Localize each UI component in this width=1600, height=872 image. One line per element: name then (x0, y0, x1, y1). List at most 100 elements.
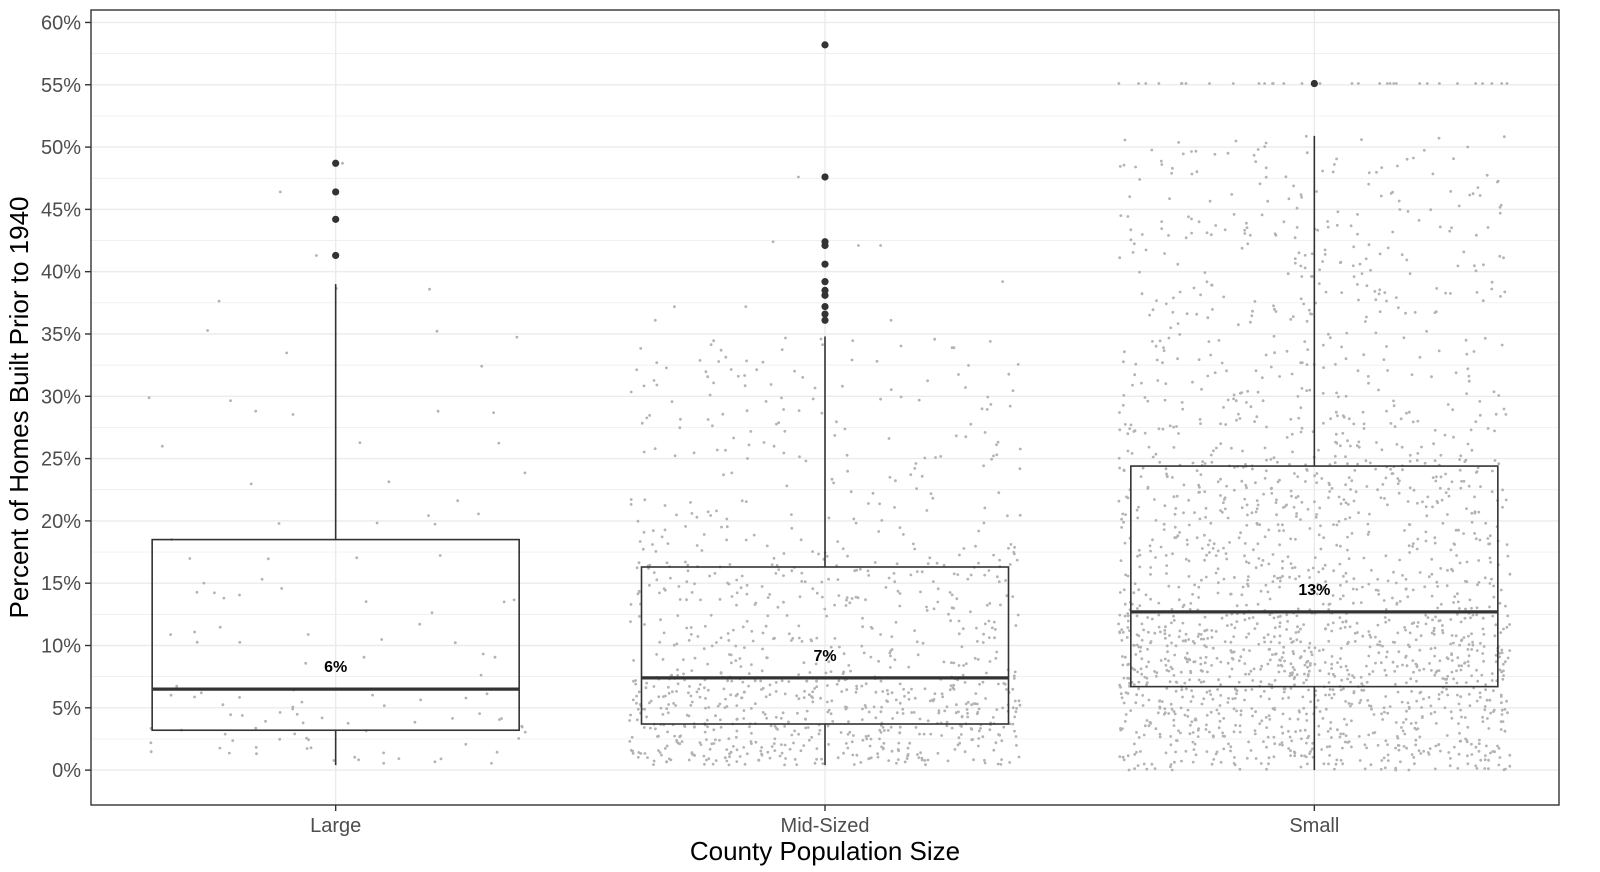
jitter-point (1499, 728, 1503, 731)
jitter-point (1485, 698, 1489, 702)
jitter-point (1208, 199, 1212, 203)
jitter-point (676, 668, 679, 672)
jitter-point (1293, 751, 1297, 755)
jitter-point (362, 655, 366, 659)
jitter-point (433, 760, 437, 764)
jitter-point (1344, 517, 1347, 521)
jitter-point (1244, 463, 1247, 466)
jitter-point (1362, 556, 1366, 560)
jitter-point (936, 587, 940, 591)
jitter-point (760, 753, 764, 757)
jitter-point (1219, 422, 1222, 426)
jitter-point (1297, 709, 1301, 712)
jitter-point (1138, 178, 1142, 181)
box-iqr (151, 538, 520, 732)
jitter-point (1504, 498, 1508, 502)
jitter-point (912, 542, 915, 546)
jitter-point (780, 751, 784, 755)
jitter-point (645, 416, 649, 420)
jitter-point (1365, 315, 1368, 319)
jitter-point (684, 560, 687, 564)
jitter-point (787, 720, 790, 724)
jitter-point (628, 740, 632, 743)
jitter-point (1370, 568, 1373, 572)
jitter-point (1287, 197, 1291, 201)
jitter-point (1164, 636, 1167, 640)
jitter-point (998, 558, 1001, 562)
jitter-point (833, 434, 837, 437)
jitter-point (1489, 751, 1492, 755)
jitter-point (908, 741, 912, 745)
jitter-point (1475, 668, 1478, 672)
jitter-point (744, 538, 748, 542)
jitter-point (1252, 153, 1256, 157)
jitter-point (642, 726, 646, 729)
jitter-point (1165, 572, 1168, 575)
jitter-point (1449, 757, 1452, 760)
jitter-point (736, 374, 740, 378)
jitter-point (1418, 735, 1422, 739)
jitter-point (1283, 659, 1286, 663)
jitter-point (874, 716, 878, 720)
jitter-point (887, 437, 891, 440)
jitter-point (1018, 467, 1022, 471)
jitter-point (1373, 290, 1377, 293)
jitter-point (1172, 724, 1176, 727)
jitter-point (729, 661, 733, 665)
jitter-point (1341, 431, 1345, 435)
jitter-point (1367, 182, 1371, 186)
jitter-point (1452, 435, 1455, 439)
jitter-point (1159, 545, 1163, 549)
jitter-point (967, 364, 970, 367)
jitter-point (1405, 157, 1409, 161)
jitter-point (1266, 662, 1270, 666)
jitter-point (1386, 711, 1390, 715)
jitter-point (1307, 568, 1310, 572)
jitter-point (1184, 236, 1188, 240)
jitter-point (1406, 701, 1410, 705)
jitter-point (1274, 501, 1278, 504)
jitter-point (1333, 461, 1337, 465)
jitter-point (1433, 428, 1437, 432)
jitter-point (1164, 382, 1168, 385)
jitter-point (1222, 717, 1226, 720)
jitter-point (1364, 257, 1368, 261)
jitter-point (1355, 621, 1359, 625)
jitter-point (1207, 543, 1210, 547)
jitter-point (1244, 672, 1247, 676)
jitter-point (1305, 661, 1308, 664)
jitter-point (893, 580, 897, 584)
jitter-point (1398, 208, 1402, 211)
jitter-point (714, 714, 717, 718)
jitter-point (678, 598, 682, 601)
jitter-point (278, 737, 282, 741)
jitter-point (1232, 393, 1236, 397)
jitter-point (1344, 357, 1348, 361)
jitter-point (740, 696, 744, 700)
jitter-point (997, 491, 1001, 495)
jitter-point (813, 687, 816, 690)
jitter-point (1388, 82, 1392, 85)
outlier-point (821, 278, 829, 286)
jitter-point (655, 653, 658, 656)
jitter-point (1339, 732, 1343, 736)
jitter-point (1296, 495, 1300, 498)
jitter-point (1306, 762, 1309, 766)
jitter-point (693, 725, 696, 729)
jitter-point (692, 451, 696, 455)
jitter-point (824, 671, 828, 675)
jitter-point (1457, 702, 1461, 706)
jitter-point (819, 337, 823, 341)
jitter-point (1018, 513, 1022, 517)
jitter-point (1404, 717, 1408, 721)
jitter-point (1433, 767, 1437, 771)
jitter-point (846, 554, 849, 558)
jitter-point (1418, 571, 1422, 574)
jitter-point (1349, 444, 1352, 448)
jitter-point (645, 681, 649, 685)
jitter-point (924, 763, 927, 767)
jitter-point (815, 685, 819, 689)
jitter-point (1186, 708, 1190, 712)
jitter-point (837, 679, 841, 683)
jitter-point (1256, 148, 1260, 151)
